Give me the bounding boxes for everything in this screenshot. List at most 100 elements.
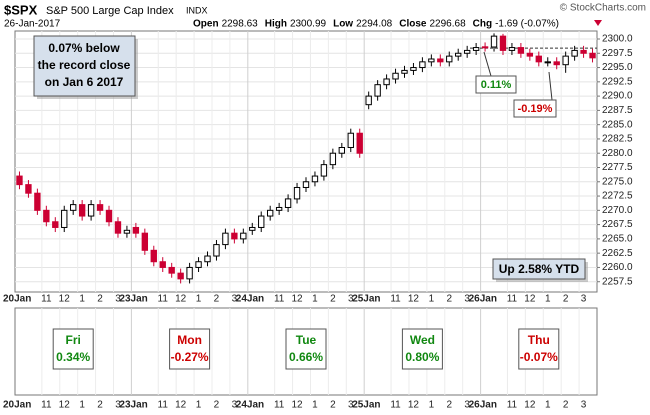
candle-body bbox=[61, 209, 68, 228]
y-tick-label: 2277.5 bbox=[602, 162, 633, 173]
candle-body bbox=[437, 58, 444, 63]
candle-body bbox=[222, 232, 229, 246]
x-tick-label: 12 bbox=[59, 294, 71, 305]
candle-body bbox=[186, 266, 193, 280]
x-tick-label: 1 bbox=[429, 400, 435, 411]
y-tick-label: 2265.0 bbox=[602, 234, 633, 245]
x-tick-label: 1 bbox=[429, 294, 435, 305]
x-tick-label: 2 bbox=[563, 400, 569, 411]
copyright: © StockCharts.com bbox=[560, 3, 646, 14]
callout-box bbox=[513, 99, 557, 118]
x-tick-label: 11 bbox=[507, 294, 518, 305]
callout-text: the record close bbox=[38, 58, 131, 72]
candle-body bbox=[365, 95, 372, 106]
candle-body bbox=[571, 49, 578, 57]
candle-body bbox=[455, 52, 462, 57]
candle-body bbox=[16, 175, 23, 186]
y-tick-label: 2262.5 bbox=[602, 248, 633, 259]
candle-body bbox=[266, 209, 274, 217]
candle-body bbox=[481, 46, 489, 49]
candle-body bbox=[410, 67, 417, 71]
candle-body bbox=[96, 204, 104, 211]
day-change: 0.34% bbox=[56, 350, 90, 364]
x-tick-label: 23Jan bbox=[119, 400, 147, 411]
x-tick-label: 23Jan bbox=[119, 294, 147, 305]
x-tick-label: 24Jan bbox=[236, 294, 264, 305]
x-tick-label: 11 bbox=[390, 294, 401, 305]
x-tick-label: 12 bbox=[524, 294, 536, 305]
x-tick-label: 2 bbox=[330, 294, 336, 305]
candle-body bbox=[544, 61, 551, 64]
day-name: Wed bbox=[410, 333, 435, 347]
candle-body bbox=[356, 132, 363, 154]
x-tick-label: 12 bbox=[175, 400, 187, 411]
candle-body bbox=[114, 221, 122, 234]
x-tick-label: 3 bbox=[348, 294, 354, 305]
candle-body bbox=[580, 49, 587, 54]
x-tick-label: 11 bbox=[507, 400, 518, 411]
x-tick-label: 1 bbox=[312, 400, 318, 411]
axes: 2257.5 2260.0 2262.5 2265.0 2267.5 2270.0 2272… bbox=[3, 34, 633, 411]
daily-boxes: Fri 0.34% Mon -0.27% Tue 0.66% Wed 0.80% Thu -0.0… bbox=[52, 328, 560, 370]
candle-body bbox=[213, 244, 220, 257]
candle-body bbox=[374, 84, 381, 97]
x-tick-label: 3 bbox=[464, 294, 470, 305]
quote-label: Chg bbox=[473, 19, 492, 30]
callout-box bbox=[33, 35, 136, 97]
x-tick-label: 3 bbox=[232, 400, 238, 411]
x-tick-label: 3 bbox=[115, 400, 121, 411]
quote-label: Close bbox=[399, 19, 427, 30]
candle-body bbox=[141, 232, 149, 251]
day-box bbox=[518, 328, 560, 370]
x-tick-label: 11 bbox=[274, 294, 285, 305]
quote-label: High bbox=[265, 19, 287, 30]
y-tick-label: 2257.5 bbox=[602, 276, 633, 287]
candle-body bbox=[177, 272, 184, 280]
x-tick-label: 25Jan bbox=[352, 400, 380, 411]
exchange: INDX bbox=[186, 5, 208, 15]
candle-body bbox=[499, 35, 507, 51]
day-box bbox=[169, 328, 211, 370]
x-tick-label: 26Jan bbox=[469, 400, 497, 411]
x-tick-label: 11 bbox=[274, 400, 285, 411]
x-tick-label: 12 bbox=[408, 294, 420, 305]
x-tick-label: 2 bbox=[446, 294, 452, 305]
quote-label: Open bbox=[193, 19, 219, 30]
y-tick-label: 2287.5 bbox=[602, 105, 633, 116]
y-tick-label: 2300.0 bbox=[602, 34, 633, 45]
quote-value: 2298.63 bbox=[222, 19, 259, 30]
x-tick-label: 12 bbox=[524, 400, 536, 411]
candle-body bbox=[526, 52, 534, 57]
x-tick-label: 3 bbox=[581, 294, 587, 305]
candle-body bbox=[195, 261, 202, 268]
x-tick-label: 2 bbox=[214, 400, 220, 411]
callout-text: 0.07% below bbox=[48, 41, 120, 55]
x-tick-label: 3 bbox=[348, 400, 354, 411]
y-tick-label: 2275.0 bbox=[602, 176, 633, 187]
x-tick-label: 12 bbox=[408, 400, 420, 411]
candle-body bbox=[43, 209, 50, 223]
candle-body bbox=[87, 204, 95, 217]
day-change: -0.27% bbox=[171, 350, 209, 364]
candle-body bbox=[472, 47, 480, 51]
x-tick-label: 3 bbox=[115, 294, 121, 305]
candle-body bbox=[70, 204, 77, 211]
candle-body bbox=[401, 69, 408, 74]
x-tick-label: 2 bbox=[97, 400, 103, 411]
candle-body bbox=[258, 215, 265, 228]
candle-body bbox=[105, 209, 113, 223]
quote-value: 2300.99 bbox=[290, 19, 327, 30]
day-name: Fri bbox=[66, 333, 81, 347]
candle-body bbox=[249, 226, 256, 231]
candle-body bbox=[34, 192, 41, 211]
candle-body bbox=[275, 206, 283, 211]
quote-value: 2294.08 bbox=[356, 19, 393, 30]
day-change: 0.66% bbox=[289, 350, 323, 364]
candle-body bbox=[150, 249, 157, 263]
quote-bar: Open 2298.63 High 2300.99 Low 2294.08 Close 229… bbox=[193, 19, 559, 30]
candle-body bbox=[419, 61, 426, 69]
y-tick-label: 2292.5 bbox=[602, 76, 633, 87]
date: 26-Jan-2017 bbox=[4, 19, 61, 30]
candle-body bbox=[168, 266, 175, 274]
